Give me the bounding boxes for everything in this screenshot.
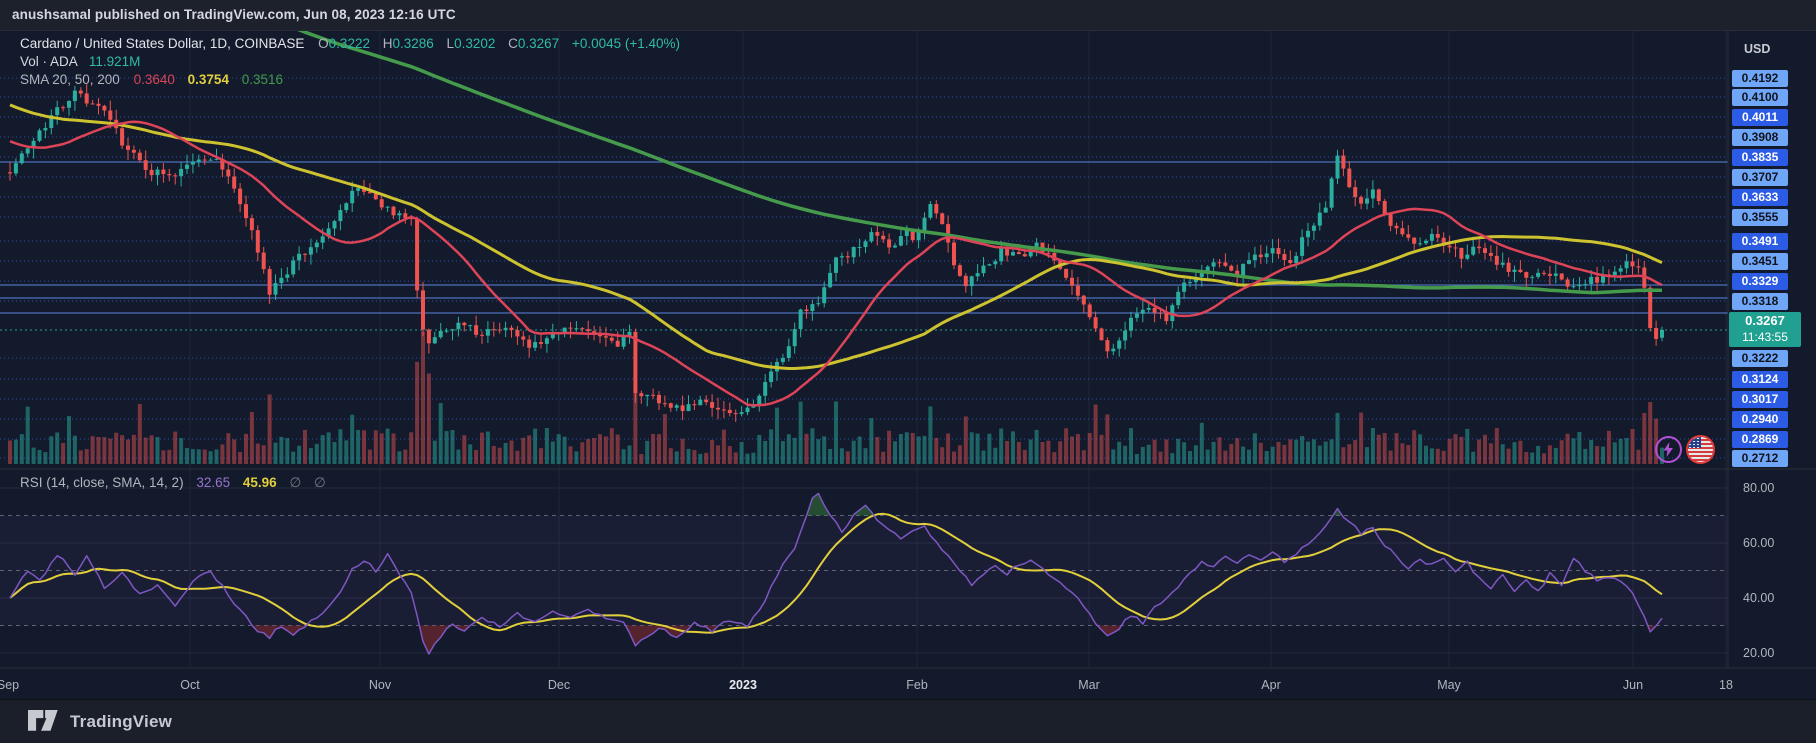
close-label: C bbox=[508, 36, 518, 51]
time-axis-label: 2023 bbox=[729, 678, 757, 692]
publish-text: anushsamal published on TradingView.com,… bbox=[12, 7, 456, 22]
time-axis-label: Sep bbox=[0, 678, 20, 692]
tradingview-glyph-icon bbox=[28, 710, 58, 731]
price-axis-label: 0.3707 bbox=[1732, 168, 1788, 186]
rsi-axis-label: 80.00 bbox=[1743, 481, 1775, 495]
bar-countdown: 11:43:55 bbox=[1742, 330, 1788, 344]
change-value: +0.0045 (+1.40%) bbox=[571, 36, 681, 51]
price-axis-label: 0.3491 bbox=[1732, 232, 1788, 250]
price-axis-label: 0.3555 bbox=[1732, 208, 1788, 226]
price-axis-label: 0.3124 bbox=[1732, 370, 1788, 388]
flag-canton bbox=[1688, 437, 1701, 448]
rsi-ma-value: 45.96 bbox=[242, 475, 277, 490]
time-axis-label: Dec bbox=[547, 678, 571, 692]
sma-legend[interactable]: SMA 20, 50, 200 0.3640 0.3754 0.3516 bbox=[20, 72, 283, 87]
low-label: L bbox=[446, 36, 455, 51]
brand-name: TradingView bbox=[70, 712, 173, 731]
rsi-legend[interactable]: RSI (14, close, SMA, 14, 2) 32.65 45.96 … bbox=[20, 475, 326, 491]
volume-value: 11.921M bbox=[88, 54, 141, 69]
price-axis-label: 0.3017 bbox=[1732, 390, 1788, 408]
price-axis-label: 0.4192 bbox=[1732, 69, 1788, 87]
open-value: 0.3222 bbox=[328, 36, 370, 51]
sma20-value: 0.3640 bbox=[133, 72, 175, 87]
rsi-axis-label: 20.00 bbox=[1743, 646, 1775, 660]
rsi-axis-label: 40.00 bbox=[1743, 591, 1775, 605]
close-value: 0.3267 bbox=[517, 36, 560, 51]
tradingview-logo[interactable]: TradingView bbox=[28, 710, 172, 734]
price-axis-label: 0.2869 bbox=[1732, 430, 1788, 448]
price-axis-label: 0.3451 bbox=[1732, 252, 1788, 270]
time-axis-label: Feb bbox=[906, 678, 928, 692]
rsi-axis-label: 60.00 bbox=[1743, 536, 1775, 550]
price-axis-label: 0.3329 bbox=[1732, 272, 1788, 290]
symbol-legend[interactable]: Cardano / United States Dollar, 1D, COIN… bbox=[20, 36, 680, 51]
time-axis-label: Oct bbox=[180, 678, 200, 692]
price-axis-label: 0.4011 bbox=[1732, 108, 1788, 126]
price-axis-label: 0.3318 bbox=[1732, 292, 1788, 310]
current-price-badge: 0.3267 11:43:55 bbox=[1729, 312, 1801, 347]
lightning-bolt-glyph bbox=[1663, 442, 1673, 457]
price-axis-label: 0.3222 bbox=[1732, 349, 1788, 367]
price-axis-label: 0.2940 bbox=[1732, 410, 1788, 428]
low-value: 0.3202 bbox=[454, 36, 496, 51]
high-label: H bbox=[382, 36, 393, 51]
publish-attribution-bar: anushsamal published on TradingView.com,… bbox=[0, 0, 1816, 30]
rsi-slot2: ∅ bbox=[313, 475, 326, 490]
price-axis-label: 0.2712 bbox=[1732, 449, 1788, 467]
volume-label: Vol · ADA bbox=[20, 54, 78, 69]
time-axis-label: Jun bbox=[1622, 678, 1644, 692]
time-axis-label: Mar bbox=[1078, 678, 1100, 692]
open-label: O bbox=[318, 36, 329, 51]
price-axis-label: 0.3908 bbox=[1732, 128, 1788, 146]
lightning-icon[interactable] bbox=[1655, 436, 1682, 463]
sma50-value: 0.3754 bbox=[187, 72, 229, 87]
time-axis-label: May bbox=[1437, 678, 1461, 692]
rsi-slot1: ∅ bbox=[289, 475, 302, 490]
symbol-title[interactable]: Cardano / United States Dollar, 1D, COIN… bbox=[20, 36, 305, 51]
sma-label: SMA 20, 50, 200 bbox=[20, 72, 120, 87]
sma200-value: 0.3516 bbox=[241, 72, 284, 87]
footer-bar bbox=[0, 699, 1816, 743]
us-flag-icon[interactable] bbox=[1686, 435, 1715, 464]
volume-legend[interactable]: Vol · ADA 11.921M bbox=[20, 54, 140, 69]
price-axis-label: 0.4100 bbox=[1732, 88, 1788, 106]
currency-label: USD bbox=[1744, 42, 1771, 56]
time-axis-label: Apr bbox=[1261, 678, 1281, 692]
chart-background bbox=[0, 30, 1816, 700]
high-value: 0.3286 bbox=[392, 36, 434, 51]
time-axis-label: Nov bbox=[368, 678, 392, 692]
rsi-label: RSI (14, close, SMA, 14, 2) bbox=[20, 475, 184, 490]
price-axis-label: 0.3835 bbox=[1732, 148, 1788, 166]
current-price: 0.3267 bbox=[1745, 313, 1785, 328]
time-axis-label: 18 bbox=[1719, 678, 1733, 692]
price-axis-label: 0.3633 bbox=[1732, 188, 1788, 206]
rsi-value: 32.65 bbox=[196, 475, 231, 490]
